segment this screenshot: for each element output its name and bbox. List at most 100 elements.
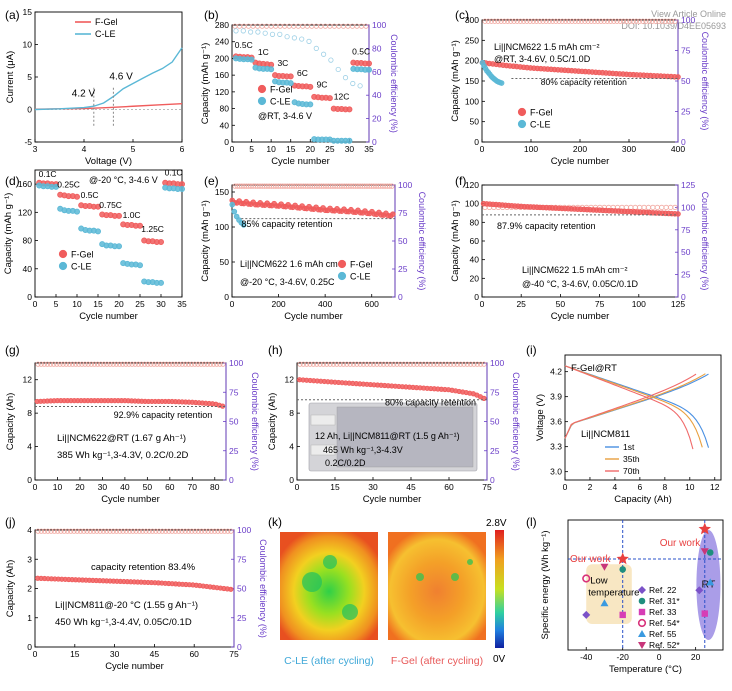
ce-marker-fgel bbox=[189, 361, 195, 367]
ce-marker-fgel bbox=[636, 18, 643, 24]
ce-marker-fgel bbox=[427, 361, 434, 367]
y-tick-label: 80 bbox=[470, 217, 480, 227]
ce-marker-fgel bbox=[327, 361, 333, 367]
ce-marker-fgel bbox=[414, 361, 420, 367]
ce-marker-fgel bbox=[387, 183, 393, 189]
capacity-marker-cle bbox=[95, 228, 102, 235]
ce-marker-fgel bbox=[87, 528, 93, 534]
ce-marker-fgel bbox=[514, 18, 520, 24]
y2-tick-label: 75 bbox=[490, 387, 500, 397]
ce-marker-fgel bbox=[672, 204, 678, 210]
ce-marker-fgel bbox=[604, 18, 610, 24]
y2-tick-label: 50 bbox=[398, 236, 408, 246]
ce-marker-cle bbox=[299, 36, 305, 42]
y2-tick-label: 125 bbox=[681, 180, 695, 190]
ce-marker-fgel bbox=[120, 528, 126, 534]
heatmap-spot bbox=[342, 604, 358, 620]
y2-tick-label: 100 bbox=[398, 180, 412, 190]
y2-tick-label: 100 bbox=[490, 358, 504, 368]
pouch-cell-body bbox=[336, 406, 474, 468]
ce-marker-fgel bbox=[461, 361, 467, 367]
view-article-link[interactable]: View Article Online bbox=[651, 9, 726, 19]
ce-marker-fgel bbox=[662, 18, 668, 24]
cell-info: Li||NCM622@RT (1.67 g Ah⁻¹) bbox=[57, 433, 186, 444]
y2-axis-label: Coulombic efficiency (%) bbox=[250, 372, 260, 471]
y2-tick-label: 25 bbox=[237, 613, 247, 623]
y-tick-label: 4.2 bbox=[550, 367, 562, 377]
legend-label: C-LE bbox=[71, 262, 92, 272]
ce-marker-fgel bbox=[79, 361, 85, 367]
ce-marker-fgel bbox=[511, 18, 517, 24]
y2-tick-label: 80 bbox=[372, 43, 382, 53]
x-tick-label: 6 bbox=[638, 482, 643, 492]
reference-marker bbox=[582, 610, 591, 619]
ce-marker-fgel bbox=[208, 528, 214, 534]
y-tick-label: 120 bbox=[18, 207, 32, 217]
panel-label: (i) bbox=[526, 343, 537, 357]
ce-marker-fgel bbox=[104, 361, 110, 367]
y2-tick-label: 100 bbox=[229, 358, 243, 368]
ce-marker-fgel bbox=[215, 528, 221, 534]
reference-legend-label: Ref. 52* bbox=[649, 640, 680, 650]
x-axis-label: Cycle number bbox=[284, 311, 343, 322]
y-axis-label: Voltage (V) bbox=[535, 394, 546, 441]
y-tick-label: 120 bbox=[465, 180, 479, 190]
y2-tick-label: 50 bbox=[229, 417, 239, 427]
capacity-marker-cle bbox=[307, 101, 314, 108]
ce-marker-fgel bbox=[334, 361, 340, 367]
rate-label: 0.5C bbox=[352, 46, 370, 56]
reference-marker bbox=[700, 548, 709, 556]
ce-marker-fgel bbox=[441, 361, 447, 367]
x-tick-label: 400 bbox=[671, 144, 685, 154]
ce-marker-fgel bbox=[304, 361, 310, 367]
ce-marker-fgel bbox=[407, 361, 413, 367]
ce-marker-fgel bbox=[653, 18, 659, 24]
rate-label: 0.75C bbox=[99, 200, 122, 210]
plot-frame bbox=[34, 169, 183, 298]
discharge-curve bbox=[564, 365, 703, 448]
ce-marker-fgel bbox=[627, 18, 633, 24]
ce-marker-fgel bbox=[617, 18, 623, 24]
y-tick-label: 12 bbox=[285, 375, 295, 385]
y-axis-label: Capacity (mAh g⁻¹) bbox=[450, 200, 461, 282]
ce-marker-fgel bbox=[575, 18, 581, 24]
x-tick-label: 0 bbox=[657, 652, 662, 662]
y-tick-label: 100 bbox=[465, 199, 479, 209]
ce-marker-fgel bbox=[665, 18, 672, 24]
retention-annotation: 85% capacity retention bbox=[241, 219, 332, 229]
y-tick-label: 20 bbox=[470, 273, 480, 283]
ce-marker-fgel bbox=[637, 204, 643, 210]
capacity-marker-fgel bbox=[157, 238, 164, 245]
y2-tick-label: 25 bbox=[681, 270, 691, 280]
reference-marker bbox=[638, 608, 646, 616]
x-tick-label: 0 bbox=[563, 482, 568, 492]
y-tick-label: 100 bbox=[215, 222, 229, 232]
y-axis-label: Capacity (mAh g⁻¹) bbox=[200, 200, 211, 282]
x-tick-label: 60 bbox=[165, 482, 175, 492]
y-tick-label: 0 bbox=[474, 292, 479, 302]
ce-marker-fgel bbox=[585, 18, 591, 24]
ce-marker-fgel bbox=[566, 18, 572, 24]
ce-marker-fgel bbox=[61, 528, 67, 534]
ce-marker-fgel bbox=[38, 361, 44, 367]
condition-label: @RT, 3-4.6 V bbox=[258, 111, 312, 121]
doi-text: DOI: 10.1039/D4EE05693 bbox=[621, 21, 726, 31]
ce-marker-fgel bbox=[64, 528, 71, 534]
legend-marker bbox=[517, 107, 527, 117]
y-tick-label: 160 bbox=[18, 179, 32, 189]
ce-marker-fgel bbox=[225, 528, 231, 534]
x-tick-label: 35 bbox=[177, 299, 187, 309]
ce-marker-fgel bbox=[217, 361, 223, 367]
ce-marker-fgel bbox=[117, 528, 123, 534]
x-tick-label: 30 bbox=[98, 482, 108, 492]
y2-tick-label: 50 bbox=[490, 417, 500, 427]
ce-marker-fgel bbox=[559, 18, 565, 24]
ce-marker-fgel bbox=[659, 18, 665, 24]
x-tick-label: 6 bbox=[180, 144, 185, 154]
ce-marker-fgel bbox=[195, 361, 201, 367]
ce-marker-fgel bbox=[360, 361, 367, 367]
ce-marker-fgel bbox=[582, 18, 588, 24]
x-axis-label: Cycle number bbox=[551, 311, 610, 322]
x-tick-label: 25 bbox=[325, 144, 335, 154]
